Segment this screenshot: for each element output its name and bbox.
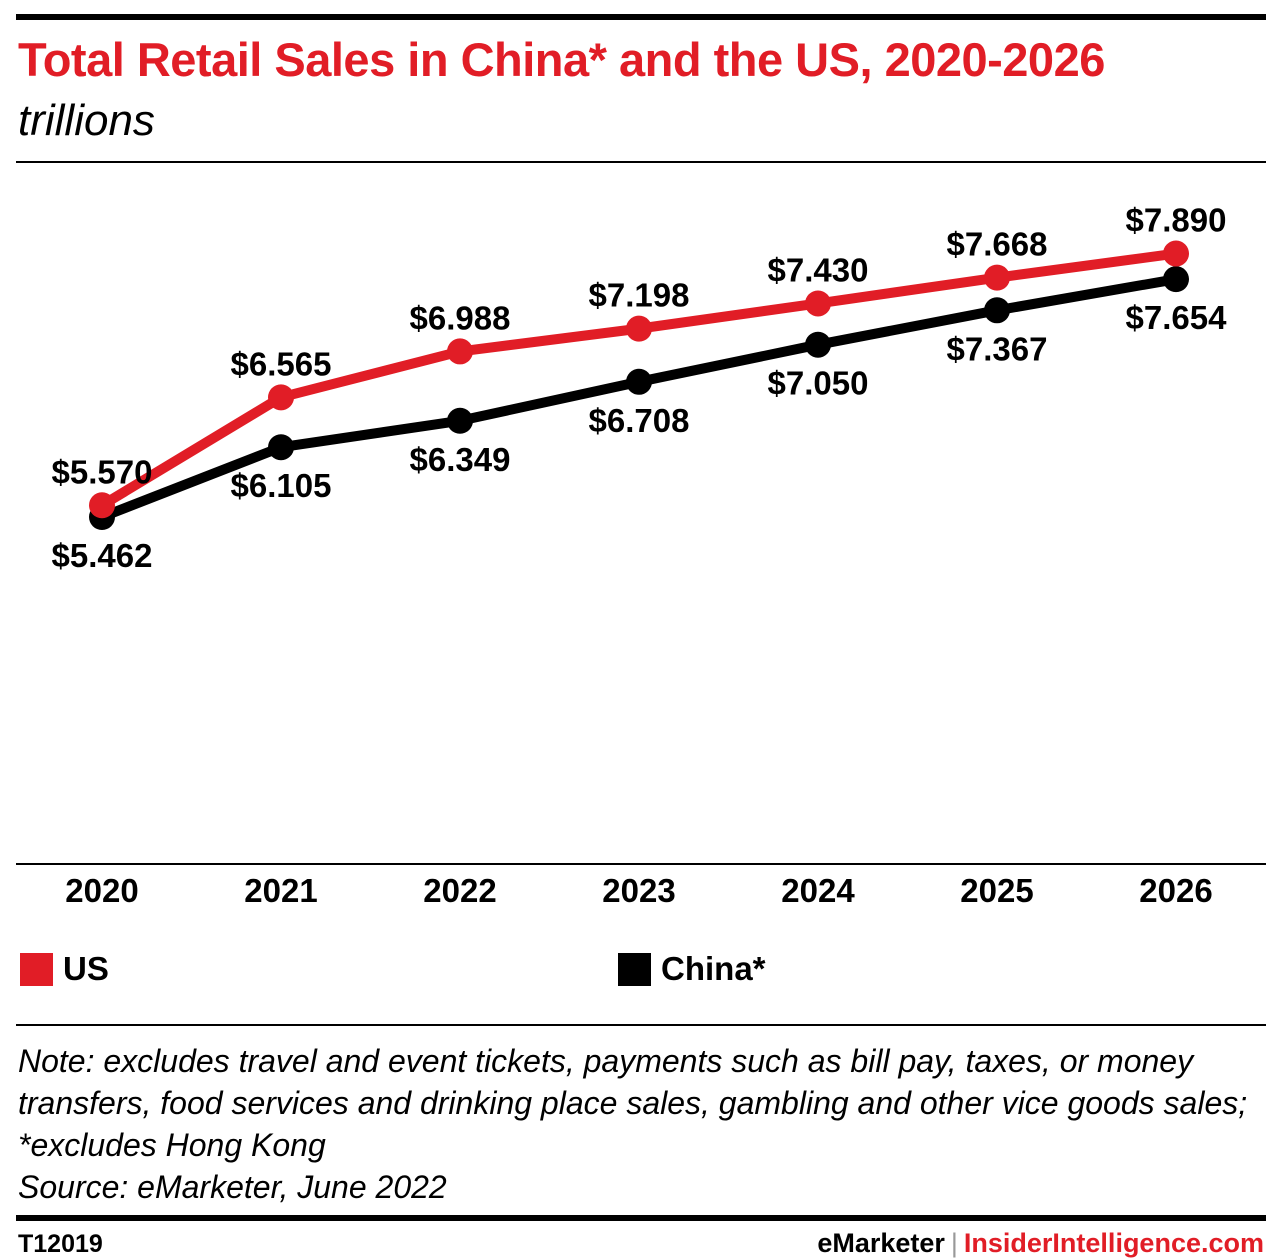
line-chart: $5.570 $6.565 $6.988 $7.198 $7.430 $7.668 $7.8… bbox=[16, 202, 1266, 909]
data-label-china-2023: $6.708 bbox=[589, 402, 690, 439]
data-point-us-2025 bbox=[984, 264, 1010, 291]
brand-separator: | bbox=[950, 1228, 958, 1258]
data-label-us-2022: $6.988 bbox=[410, 299, 511, 336]
data-point-china-2026 bbox=[1163, 266, 1189, 293]
series-layer: $5.570 $6.565 $6.988 $7.198 $7.430 $7.668 $7.8… bbox=[52, 202, 1228, 574]
x-tick-label-2023: 2023 bbox=[602, 872, 675, 909]
data-point-china-2024 bbox=[805, 331, 831, 358]
x-tick-label-2020: 2020 bbox=[65, 872, 138, 909]
data-label-china-2021: $6.105 bbox=[231, 467, 332, 504]
legend-china: China* bbox=[618, 950, 766, 988]
data-label-china-2024: $7.050 bbox=[768, 365, 869, 402]
data-label-us-2025: $7.668 bbox=[947, 226, 1048, 263]
data-label-china-2020: $5.462 bbox=[52, 537, 153, 574]
data-label-china-2026: $7.654 bbox=[1126, 299, 1228, 336]
x-tick-labels: 2020 2021 2022 2023 2024 2025 2026 bbox=[65, 872, 1212, 909]
title-divider bbox=[16, 161, 1266, 163]
data-point-us-2024 bbox=[805, 290, 831, 317]
data-label-us-2020: $5.570 bbox=[52, 453, 153, 490]
legend-swatch-us bbox=[20, 952, 53, 986]
top-rule bbox=[16, 14, 1266, 20]
data-point-us-2021 bbox=[268, 384, 294, 411]
legend-label-us: US bbox=[63, 950, 109, 987]
bottom-rule bbox=[16, 1215, 1266, 1221]
x-tick-label-2025: 2025 bbox=[960, 872, 1033, 909]
data-label-china-2022: $6.349 bbox=[410, 441, 511, 478]
footer-brand: eMarketer | InsiderIntelligence.com bbox=[817, 1228, 1264, 1259]
brand-insider-intelligence: InsiderIntelligence.com bbox=[963, 1228, 1264, 1258]
note: Note: excludes travel and event tickets,… bbox=[18, 1040, 1263, 1208]
data-label-us-2026: $7.890 bbox=[1126, 202, 1227, 239]
note-text: Note: excludes travel and event tickets,… bbox=[18, 1043, 1248, 1163]
legend-us: US bbox=[20, 950, 109, 988]
data-label-china-2025: $7.367 bbox=[947, 330, 1048, 367]
x-tick-label-2022: 2022 bbox=[423, 872, 496, 909]
chart-subtitle: trillions bbox=[18, 96, 155, 145]
data-point-us-2023 bbox=[626, 315, 652, 342]
x-tick-label-2026: 2026 bbox=[1139, 872, 1212, 909]
data-point-us-2026 bbox=[1163, 240, 1189, 267]
note-divider bbox=[16, 1024, 1266, 1026]
legend-swatch-china bbox=[618, 952, 651, 986]
data-point-us-2022 bbox=[447, 338, 473, 365]
chart-id: T12019 bbox=[18, 1230, 103, 1258]
brand-emarketer: eMarketer bbox=[817, 1228, 945, 1258]
data-point-china-2022 bbox=[447, 407, 473, 434]
data-label-us-2021: $6.565 bbox=[231, 345, 332, 382]
source-text: Source: eMarketer, June 2022 bbox=[18, 1169, 447, 1205]
x-tick-label-2021: 2021 bbox=[244, 872, 317, 909]
data-point-china-2021 bbox=[268, 434, 294, 461]
data-point-china-2025 bbox=[984, 297, 1010, 324]
data-label-us-2023: $7.198 bbox=[589, 277, 690, 314]
data-point-china-2023 bbox=[626, 368, 652, 395]
chart-title: Total Retail Sales in China* and the US,… bbox=[18, 33, 1105, 86]
data-label-us-2024: $7.430 bbox=[768, 251, 869, 288]
data-point-us-2020 bbox=[89, 492, 115, 519]
legend-label-china: China* bbox=[661, 950, 766, 987]
x-tick-label-2024: 2024 bbox=[781, 872, 855, 909]
